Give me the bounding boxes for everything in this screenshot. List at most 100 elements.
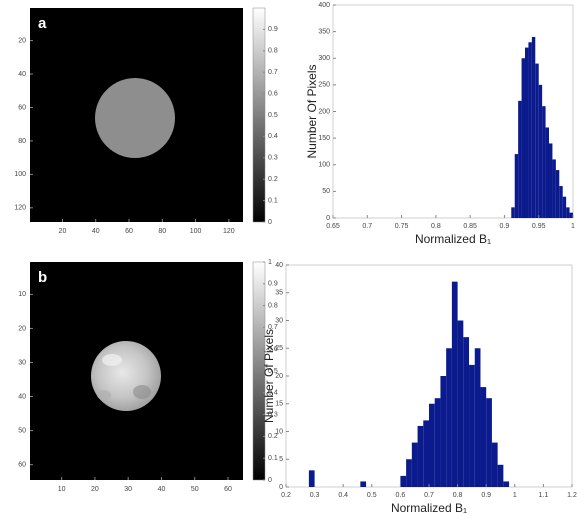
bar: [535, 64, 538, 218]
x-tick-label: 80: [158, 228, 166, 235]
bar: [458, 321, 464, 488]
y-tick-label: 0: [279, 484, 283, 491]
bar: [546, 127, 549, 218]
bar: [469, 365, 475, 487]
bar: [549, 143, 552, 218]
x-tick-label: 0.75: [395, 223, 409, 230]
bar: [429, 404, 435, 487]
y-tick-label: 200: [318, 108, 330, 115]
x-tick-label: 0.5: [367, 492, 377, 499]
panel-label: b: [38, 269, 47, 286]
x-tick-label: 1.2: [567, 492, 577, 499]
x-tick-label: 0.2: [281, 492, 291, 499]
bar: [492, 443, 498, 487]
bar: [480, 387, 486, 487]
x-tick-label: 60: [224, 486, 232, 493]
y-tick-label: 10: [18, 291, 26, 298]
x-tick-label: 1: [513, 492, 517, 499]
bar: [360, 481, 366, 487]
bar: [518, 101, 521, 218]
figure: a204060801001202040608010012000.10.20.30…: [0, 0, 577, 516]
x-tick-label: 10: [58, 486, 66, 493]
texture: [133, 385, 151, 399]
bar: [452, 282, 458, 487]
bar: [556, 170, 559, 218]
bar: [400, 476, 406, 487]
bar: [498, 465, 504, 487]
x-tick-label: 120: [223, 228, 235, 235]
x-tick-label: 0.7: [362, 223, 372, 230]
texture: [97, 390, 111, 400]
bar: [446, 348, 452, 487]
colorbar-tick-label: 0.5: [268, 112, 278, 119]
y-tick-label: 40: [275, 262, 283, 269]
x-tick-label: 20: [91, 486, 99, 493]
bar: [522, 58, 525, 218]
bar: [515, 154, 518, 218]
y-tick-label: 30: [18, 359, 26, 366]
y-tick-label: 300: [318, 55, 330, 62]
y-tick-label: 250: [318, 82, 330, 89]
x-tick-label: 0.95: [532, 223, 546, 230]
bar: [566, 207, 569, 218]
colorbar-tick-label: 1: [268, 259, 272, 266]
y-tick-label: 20: [18, 325, 26, 332]
x-tick-label: 0.8: [453, 492, 463, 499]
y-tick-label: 10: [275, 428, 283, 435]
bar: [503, 481, 509, 487]
x-tick-label: 0.8: [431, 223, 441, 230]
y-tick-label: 120: [14, 205, 26, 212]
colorbar-tick-label: 0.8: [268, 302, 278, 309]
x-tick-label: 40: [92, 228, 100, 235]
phantom-a: [95, 78, 175, 158]
bar: [552, 159, 555, 218]
bar: [309, 470, 315, 487]
colorbar-tick-label: 0.3: [268, 155, 278, 162]
bar: [406, 459, 412, 487]
bar: [563, 197, 566, 218]
y-tick-label: 50: [322, 188, 330, 195]
bar: [539, 85, 542, 218]
bar: [475, 348, 481, 487]
y-tick-label: 60: [18, 462, 26, 469]
bar: [418, 426, 424, 487]
colorbar-tick-label: 0.1: [268, 455, 278, 462]
y-tick-label: 80: [18, 138, 26, 145]
y-tick-label: 40: [18, 393, 26, 400]
x-tick-label: 0.85: [463, 223, 477, 230]
y-tick-label: 100: [318, 162, 330, 169]
y-axis-label: Number Of Pixels: [262, 329, 276, 423]
y-tick-label: 100: [14, 171, 26, 178]
y-tick-label: 25: [275, 345, 283, 352]
x-tick-label: 30: [124, 486, 132, 493]
colorbar-tick-label: 0.4: [268, 133, 278, 140]
colorbar-tick-label: 0.6: [268, 90, 278, 97]
colorbar-tick-label: 0: [268, 477, 272, 484]
bar: [525, 48, 528, 218]
y-tick-label: 15: [275, 401, 283, 408]
y-tick-label: 60: [18, 104, 26, 111]
phantom-b: [91, 341, 161, 411]
bar: [440, 376, 446, 487]
x-tick-label: 1: [571, 223, 575, 230]
bar: [532, 37, 535, 218]
colorbar-tick-label: 0: [268, 219, 272, 226]
bar: [511, 207, 514, 218]
y-axis-label: Number Of Pixels: [305, 64, 319, 158]
colorbar-tick-label: 0.2: [268, 176, 278, 183]
bar: [559, 186, 562, 218]
x-tick-label: 0.9: [481, 492, 491, 499]
colorbar-tick-label: 0.9: [268, 26, 278, 33]
y-tick-label: 50: [18, 427, 26, 434]
colorbar-tick-label: 0.9: [268, 281, 278, 288]
y-tick-label: 35: [275, 290, 283, 297]
x-tick-label: 100: [190, 228, 202, 235]
y-tick-label: 40: [18, 71, 26, 78]
x-tick-label: 1.1: [539, 492, 549, 499]
x-tick-label: 0.4: [338, 492, 348, 499]
panel-label: a: [38, 15, 47, 32]
x-tick-label: 40: [158, 486, 166, 493]
x-tick-label: 0.65: [326, 223, 340, 230]
texture: [102, 354, 122, 366]
y-tick-label: 30: [275, 317, 283, 324]
